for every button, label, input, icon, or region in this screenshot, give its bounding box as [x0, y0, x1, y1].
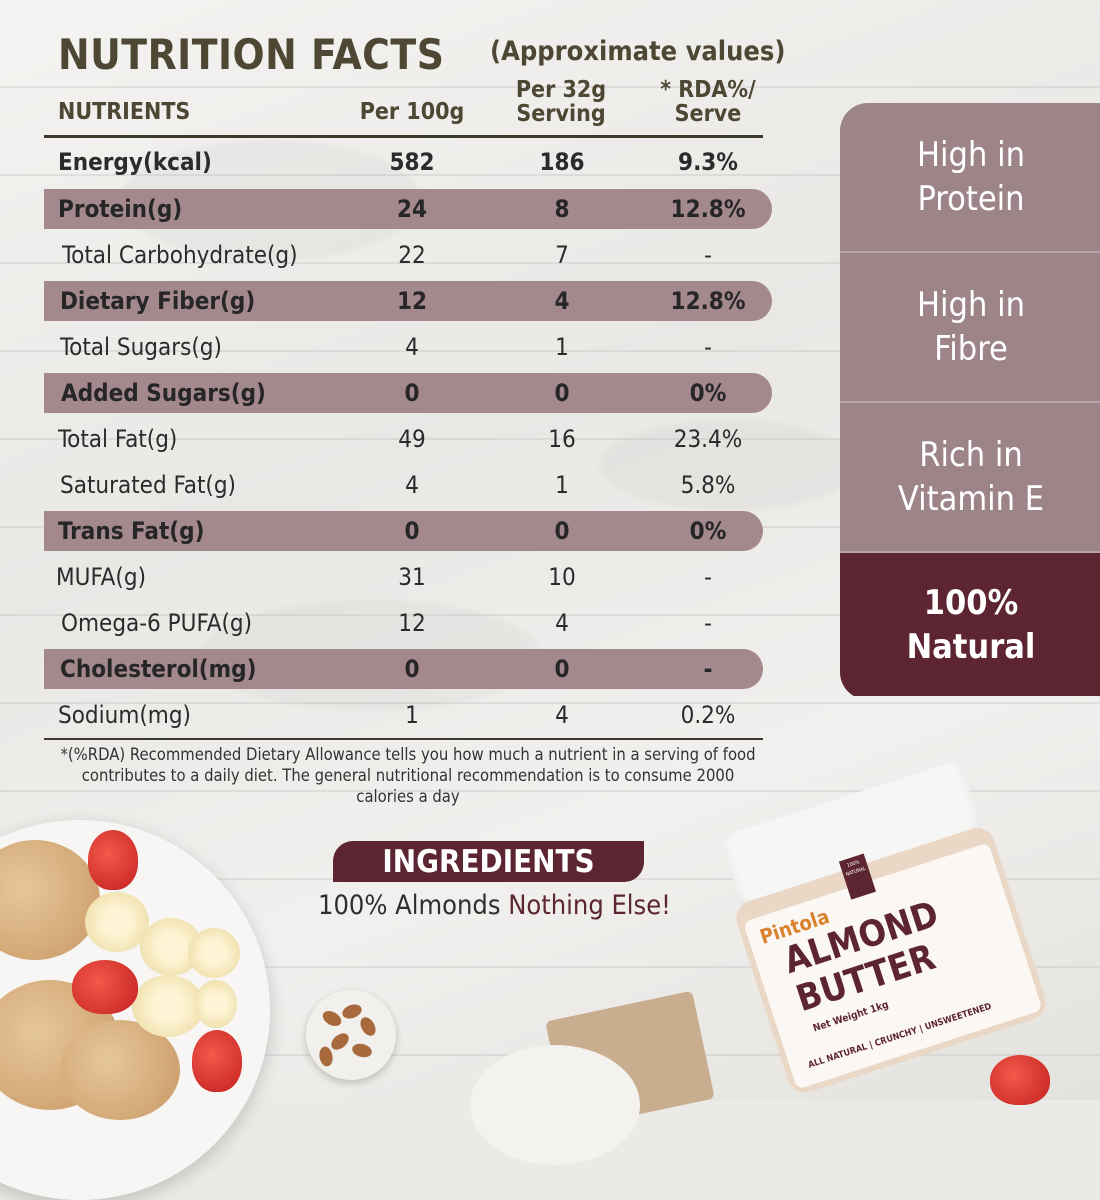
badge-line: Vitamin E: [897, 479, 1045, 519]
per-serving-value: 4: [555, 701, 569, 729]
table-row: Trans Fat(g) 0 0 0%: [44, 511, 763, 551]
rda-value: 0%: [689, 517, 727, 545]
nutrient-name: Sodium(mg): [58, 701, 191, 729]
rda-value: -: [704, 333, 712, 361]
per-serving-value: 0: [554, 655, 570, 683]
rda-footnote: *(%RDA) Recommended Dietary Allowance te…: [60, 745, 756, 806]
per-serving-value: 1: [555, 333, 569, 361]
table-bottom-rule: [44, 738, 763, 740]
per-serving-value: 1: [555, 471, 569, 499]
nutrient-name: Dietary Fiber(g): [60, 287, 256, 315]
nutrient-name: Added Sugars(g): [61, 379, 266, 407]
per-100g-value: 0: [404, 379, 420, 407]
badge-high-fibre: High in Fibre: [840, 253, 1100, 403]
badge-line: Protein: [917, 179, 1025, 219]
rda-value: 0%: [689, 379, 727, 407]
column-header-per-100g: Per 100g: [359, 99, 465, 125]
table-row: Added Sugars(g) 0 0 0%: [44, 373, 772, 413]
per-100g-value: 24: [396, 195, 428, 223]
badge-line: High in: [917, 285, 1025, 325]
per-serving-value: 8: [554, 195, 570, 223]
badge-vitamin-e: Rich in Vitamin E: [840, 403, 1100, 553]
nutrient-name: Total Fat(g): [58, 425, 178, 453]
badge-high-protein: High in Protein: [840, 103, 1100, 253]
per-100g-value: 0: [404, 517, 420, 545]
rda-value: 23.4%: [673, 425, 743, 453]
per-serving-value: 0: [554, 517, 570, 545]
badge-line: Fibre: [934, 329, 1008, 369]
page-subtitle: (Approximate values): [490, 36, 786, 67]
per-serving-value: 186: [539, 148, 585, 176]
badge-line: High in: [917, 135, 1025, 175]
table-row: MUFA(g) 31 10 -: [44, 557, 772, 597]
per-serving-value: 0: [554, 379, 570, 407]
table-row: Protein(g) 24 8 12.8%: [44, 189, 772, 229]
per-100g-value: 22: [398, 241, 426, 269]
badge-line: Rich in: [919, 435, 1023, 475]
rda-value: 5.8%: [680, 471, 736, 499]
per-100g-value: 12: [396, 287, 428, 315]
table-row: Total Fat(g) 49 16 23.4%: [44, 419, 772, 459]
nutrient-name: Trans Fat(g): [58, 517, 205, 545]
badge-natural: 100% Natural: [840, 553, 1100, 696]
rda-value: -: [704, 241, 712, 269]
table-row: Energy(kcal) 582 186 9.3%: [44, 142, 772, 182]
rda-value: 12.8%: [670, 287, 746, 315]
per-serving-value: 10: [548, 563, 576, 591]
table-row: Sodium(mg) 1 4 0.2%: [44, 695, 772, 735]
table-row: Total Sugars(g) 4 1 -: [44, 327, 772, 367]
rda-value: -: [703, 655, 713, 683]
nutrient-name: Total Carbohydrate(g): [62, 241, 298, 269]
badge-line: 100%: [923, 582, 1019, 623]
ingredients-main: 100% Almonds: [318, 890, 501, 921]
rda-value: 9.3%: [678, 148, 738, 176]
nutrient-name: Omega-6 PUFA(g): [61, 609, 253, 637]
ingredients-label: INGREDIENTS: [333, 841, 644, 882]
benefit-badges: High in Protein High in Fibre Rich in Vitam…: [840, 103, 1100, 700]
ingredients-text: 100% Almonds Nothing Else!: [318, 890, 671, 921]
column-header-per-32g: Per 32g Serving: [515, 77, 607, 127]
per-100g-value: 12: [398, 609, 426, 637]
nutrient-name: MUFA(g): [56, 563, 146, 591]
per-serving-value: 7: [555, 241, 569, 269]
nutrient-name: Total Sugars(g): [60, 333, 222, 361]
per-100g-value: 4: [405, 471, 419, 499]
rda-value: -: [704, 609, 712, 637]
table-row: Dietary Fiber(g) 12 4 12.8%: [44, 281, 772, 321]
nutrient-name: Cholesterol(mg): [60, 655, 257, 683]
per-100g-value: 0: [404, 655, 420, 683]
column-header-rda: * RDA%/ Serve: [660, 77, 756, 127]
per-100g-value: 49: [398, 425, 426, 453]
nutrient-name: Protein(g): [58, 195, 183, 223]
table-top-rule: [44, 135, 763, 138]
rda-value: -: [704, 563, 712, 591]
per-100g-value: 582: [389, 148, 435, 176]
ingredients-accent: Nothing Else!: [508, 890, 671, 921]
rda-value: 0.2%: [680, 701, 736, 729]
per-serving-value: 4: [554, 287, 570, 315]
rda-value: 12.8%: [670, 195, 746, 223]
table-row: Total Carbohydrate(g) 22 7 -: [44, 235, 772, 275]
table-row: Omega-6 PUFA(g) 12 4 -: [44, 603, 772, 643]
nutrient-name: Energy(kcal): [58, 148, 212, 176]
table-row: Cholesterol(mg) 0 0 -: [44, 649, 763, 689]
strawberry-image: [990, 1055, 1050, 1105]
page-title: NUTRITION FACTS: [58, 30, 445, 79]
per-serving-value: 4: [555, 609, 569, 637]
per-100g-value: 1: [405, 701, 419, 729]
nutrient-name: Saturated Fat(g): [60, 471, 236, 499]
per-100g-value: 4: [405, 333, 419, 361]
per-serving-value: 16: [548, 425, 576, 453]
column-header-nutrients: NUTRIENTS: [58, 99, 191, 125]
table-row: Saturated Fat(g) 4 1 5.8%: [44, 465, 772, 505]
breakfast-bowl-image: [470, 1045, 640, 1165]
badge-line: Natural: [906, 626, 1036, 667]
per-100g-value: 31: [398, 563, 426, 591]
